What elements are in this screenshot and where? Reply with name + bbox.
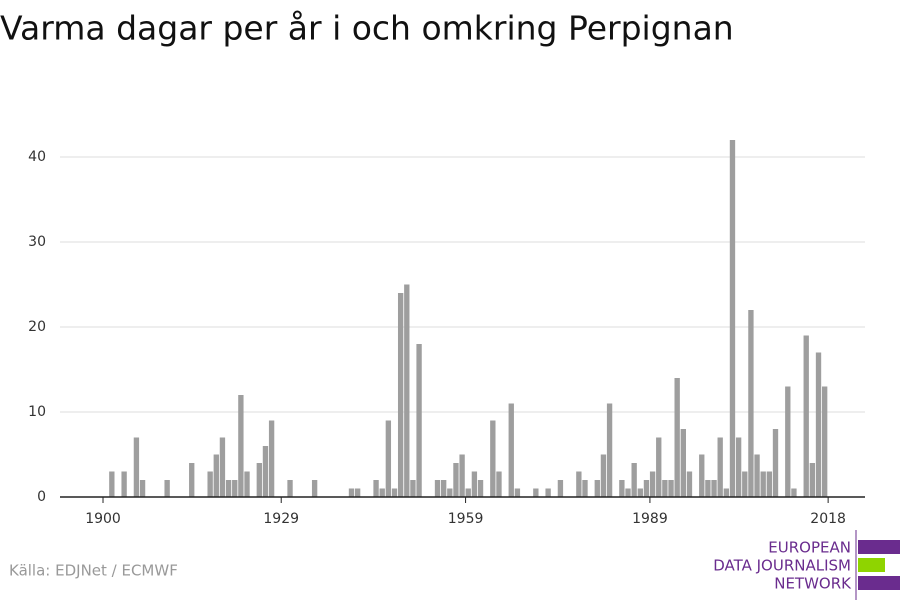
bar	[139, 480, 146, 497]
bar	[557, 480, 564, 497]
x-tick-label: 1900	[85, 511, 121, 527]
logo-bar	[858, 576, 900, 590]
bar	[625, 488, 631, 497]
bar	[465, 488, 471, 497]
bar	[410, 480, 416, 497]
bar	[748, 310, 754, 497]
bar	[723, 488, 730, 497]
bar	[164, 480, 170, 497]
bar	[477, 480, 484, 497]
bar	[447, 488, 453, 497]
logo: EUROPEAN DATA JOURNALISM NETWORK	[713, 530, 900, 600]
bar	[453, 463, 459, 497]
bar	[354, 488, 361, 497]
bar	[121, 471, 127, 497]
bar	[803, 335, 809, 497]
bar	[133, 437, 140, 497]
logo-text: NETWORK	[774, 575, 852, 593]
bar	[268, 420, 275, 497]
bar	[379, 488, 385, 497]
bar	[582, 480, 588, 497]
bar	[656, 437, 662, 497]
bar	[244, 471, 250, 497]
x-tick-label: 1989	[632, 511, 668, 527]
x-tick-label: 1929	[263, 511, 299, 527]
bar	[600, 454, 607, 497]
logo-bar	[858, 540, 900, 554]
bar	[262, 446, 269, 497]
bar	[545, 488, 551, 497]
y-tick-label: 0	[37, 489, 46, 505]
logo-text: EUROPEAN	[768, 539, 851, 557]
bar	[791, 488, 797, 497]
bar	[686, 471, 693, 497]
bar	[459, 454, 465, 497]
bar	[385, 420, 392, 497]
bar	[213, 454, 219, 497]
bar	[391, 488, 398, 497]
bar	[705, 480, 711, 497]
bar	[232, 480, 238, 497]
bar	[815, 352, 822, 497]
bar	[287, 480, 293, 497]
bar	[772, 429, 779, 497]
bar	[619, 480, 625, 497]
bar	[440, 480, 447, 497]
bar	[225, 480, 232, 497]
chart-title: Varma dagar per år i och omkring Perpign…	[0, 9, 734, 48]
bar	[397, 293, 404, 497]
bar	[662, 480, 668, 497]
x-tick-label: 2018	[810, 511, 846, 527]
bar	[649, 471, 656, 497]
y-tick-label: 30	[28, 234, 46, 250]
bar	[373, 480, 379, 497]
bar	[189, 463, 195, 497]
bar	[576, 471, 582, 497]
y-tick-label: 20	[28, 319, 46, 335]
bar	[717, 437, 723, 497]
bar	[238, 395, 244, 497]
bar	[514, 488, 521, 497]
bar	[109, 471, 115, 497]
bar	[207, 471, 213, 497]
bar	[742, 471, 748, 497]
bar	[631, 463, 637, 497]
bar	[680, 429, 686, 497]
bar	[434, 480, 441, 497]
source: Källa: EDJNet / ECMWF	[9, 562, 178, 580]
bar	[594, 480, 600, 497]
bar	[711, 480, 717, 497]
bar	[508, 403, 514, 497]
logo-text: DATA JOURNALISM	[713, 557, 851, 575]
bar	[606, 403, 613, 497]
bar	[674, 378, 680, 497]
bar	[729, 140, 736, 497]
bar	[471, 471, 478, 497]
bar	[668, 480, 674, 497]
bar	[754, 454, 760, 497]
bar	[490, 420, 496, 497]
bar	[699, 454, 705, 497]
bar	[496, 471, 502, 497]
bar	[637, 488, 643, 497]
bar	[533, 488, 539, 497]
bar	[404, 284, 410, 497]
bar	[766, 471, 773, 497]
bar	[643, 480, 650, 497]
bar	[348, 488, 355, 497]
bar	[785, 386, 791, 497]
bar	[735, 437, 742, 497]
bar	[760, 471, 766, 497]
bar	[821, 386, 828, 497]
y-tick-label: 40	[28, 149, 46, 165]
x-tick-label: 1959	[448, 511, 484, 527]
logo-bar	[858, 558, 885, 572]
bar	[809, 463, 816, 497]
bar	[219, 437, 226, 497]
bar	[311, 480, 318, 497]
bar	[256, 463, 262, 497]
bar	[416, 344, 422, 497]
y-tick-label: 10	[28, 404, 46, 420]
